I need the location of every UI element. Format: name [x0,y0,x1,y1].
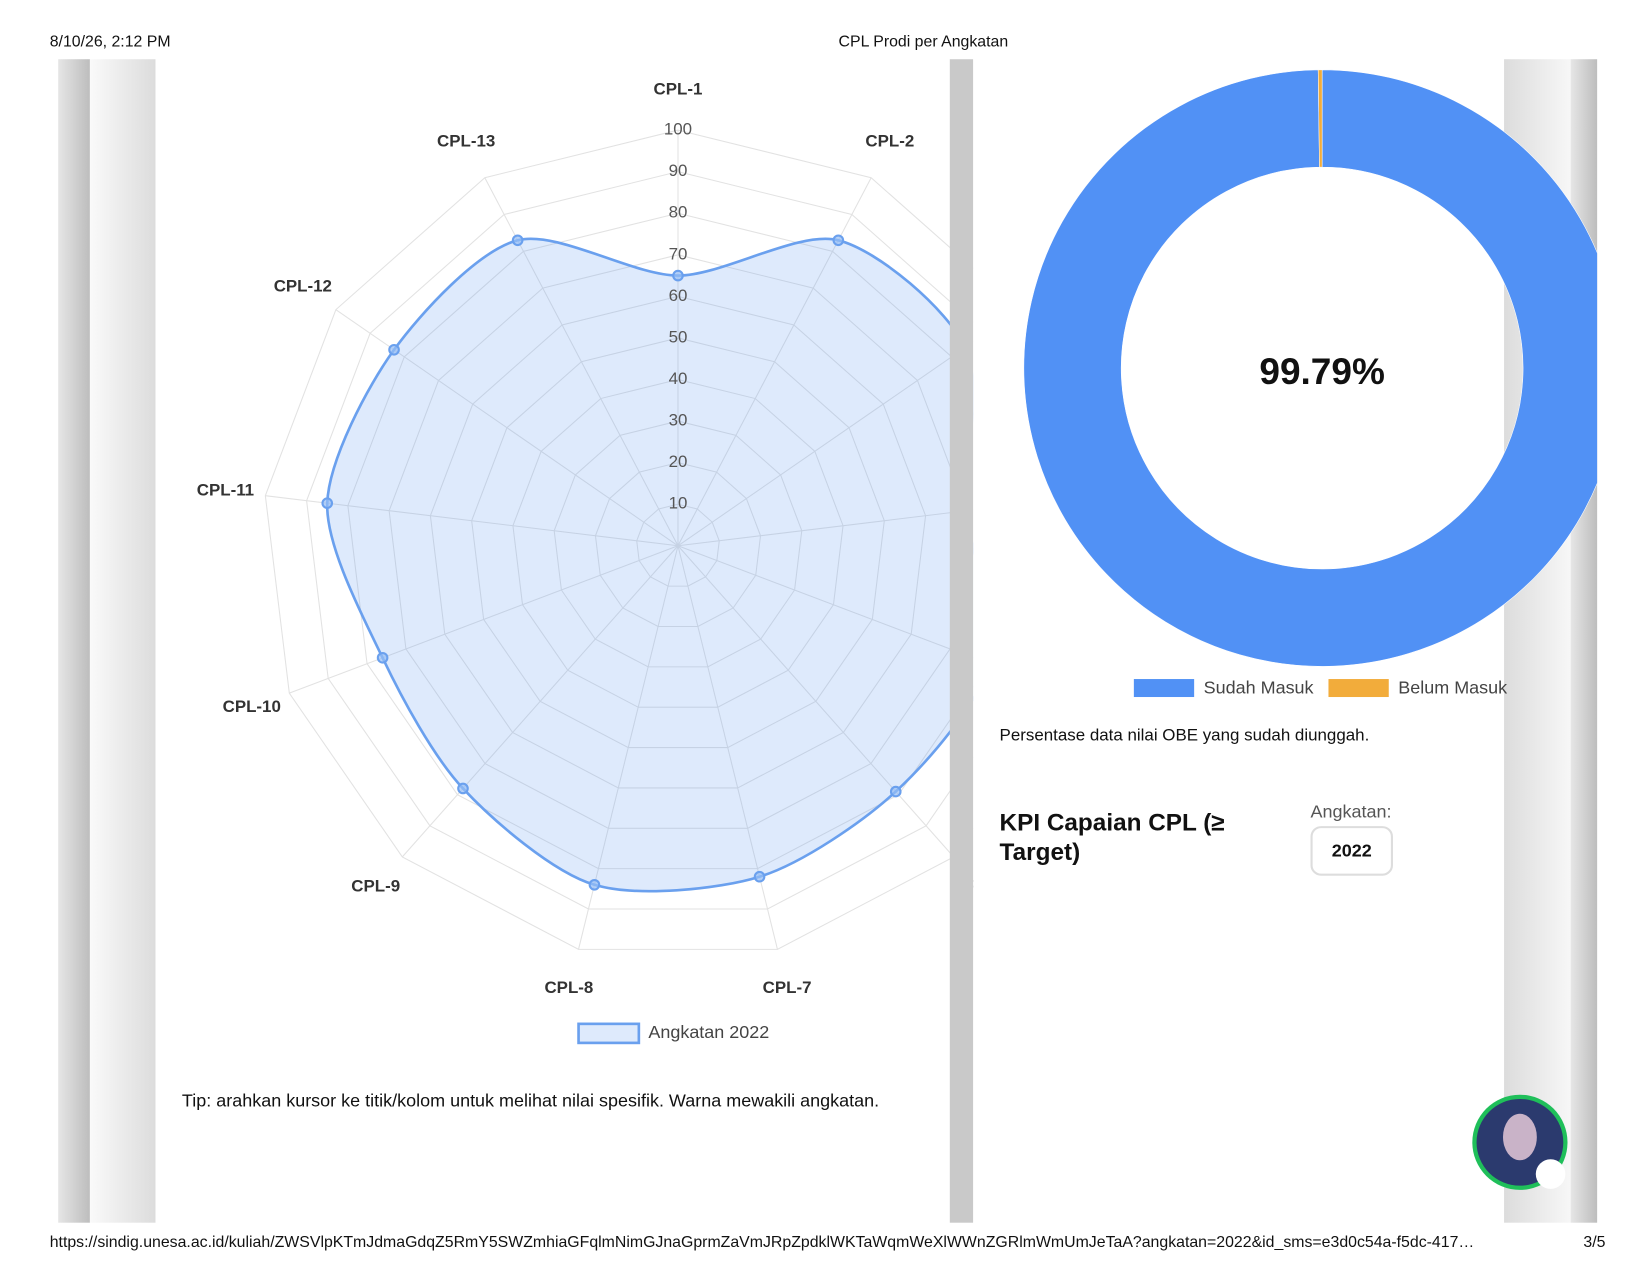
legend-swatch [1133,679,1195,698]
grid-ring [512,378,844,708]
radar-chart: Angkatan 2022 10 20 30 40 50 60 70 80 90 100 CPL-1 C… [197,79,1129,1045]
axis-label: CPL-12 [274,276,332,295]
r-tick-label: 40 [669,369,688,388]
spoke [265,495,679,547]
r-tick-label: 60 [669,286,688,305]
spoke [677,509,974,547]
legend-label: Angkatan 2022 [648,1022,769,1042]
radar-point [753,870,766,883]
r-tick-label: 70 [669,244,688,263]
radar-point [588,878,601,891]
r-tick-label: 50 [669,327,688,346]
side-shade [58,59,90,1223]
doughnut-caption: Persentase data nilai OBE yang sudah diu… [999,726,1370,745]
side-shade [89,59,156,1223]
axis-label: CPL-8 [544,978,593,997]
print-page-number: 3/5 [1583,1233,1606,1252]
r-tick-label: 20 [669,452,688,471]
grid-ring [471,337,885,749]
r-tick-label: 100 [664,120,692,139]
axis-label: CPL-10 [223,697,281,716]
angkatan-label: Angkatan: [1310,801,1392,822]
axis-label: CPL-7 [763,978,812,997]
avatar-badge [1535,1159,1566,1189]
grid-ring [594,462,762,628]
spoke [401,545,679,858]
divider [949,59,974,1223]
doughnut-segment [1317,69,1323,168]
axis-label: CPL-13 [437,132,495,151]
legend-label: Belum Masuk [1398,677,1508,697]
grid-ring [264,129,974,950]
r-tick-label: 10 [669,494,688,513]
radar-point [321,497,334,510]
print-date: 8/10/26, 2:12 PM [49,32,171,51]
radar-point [984,659,994,669]
legend-swatch [577,1022,641,1045]
radar-point [388,343,400,356]
doughnut-chart: 99.79% Sudah Masuk Belum Masuk [1023,69,1598,698]
avatar-face [1502,1113,1537,1161]
legend-label: Sudah Masuk [1204,677,1315,697]
kpi-title: KPI Capaian CPL (≥ Target) [999,808,1225,866]
legend-swatch [1328,679,1389,698]
axis-label: CPL-5 [1080,697,1129,716]
print-title: CPL Prodi per Angkatan [838,32,1009,51]
radar-point [376,651,389,664]
radar-point [511,234,524,247]
r-tick-label: 80 [669,203,688,222]
print-url: https://sindig.unesa.ac.id/kuliah/ZWSVlp… [49,1233,1475,1252]
grid-ring [306,171,974,910]
r-tick-label: 30 [669,411,688,430]
spoke [677,545,974,659]
axis-label: CPL-11 [197,480,254,499]
radar-point [457,782,469,795]
angkatan-select[interactable]: 2022 [1310,826,1393,876]
avatar[interactable] [1472,1094,1568,1190]
center-label: 99.79% [1259,350,1385,392]
axis-label: CPL-9 [351,876,400,895]
grid-ring [553,420,803,668]
radar-point [672,269,684,282]
spoke [677,545,955,858]
spoke [289,545,679,694]
grid-ring [429,295,927,789]
grid-ring [636,503,720,587]
axis-label: CPL-1 [654,79,703,98]
grid-ring [388,254,968,829]
axis-label: CPL-2 [865,132,914,151]
radar-point [889,785,902,798]
radar-point [832,234,845,247]
r-tick-label: 90 [669,161,688,180]
doughnut-segment [1023,69,1598,667]
tip-text: Tip: arahkan kursor ke titik/kolom untuk… [181,1090,880,1111]
